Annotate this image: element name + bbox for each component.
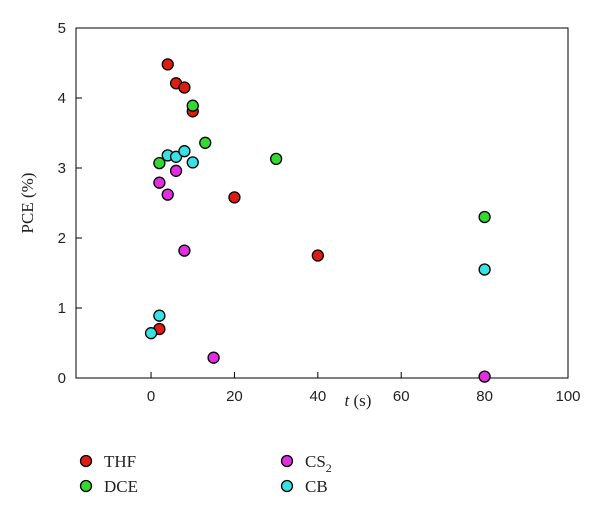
data-point-dce bbox=[269, 152, 283, 166]
data-point-dce bbox=[153, 156, 166, 170]
data-point-thf bbox=[161, 58, 174, 71]
y-axis-ticks: 0 1 2 3 4 5 bbox=[58, 20, 82, 387]
y-tick-label: 0 bbox=[58, 370, 66, 387]
x-tick-label: 20 bbox=[226, 388, 243, 405]
legend-marker-cs2 bbox=[280, 454, 294, 468]
data-point-cs2 bbox=[161, 188, 174, 201]
data-point-cs2 bbox=[178, 244, 191, 257]
data-point-cs2 bbox=[478, 370, 491, 383]
data-points bbox=[144, 58, 491, 383]
legend-marker-cb bbox=[280, 479, 294, 493]
legend: THF DCE CS2 CB bbox=[79, 452, 332, 496]
legend-marker-dce bbox=[79, 479, 93, 493]
data-point-thf bbox=[311, 249, 324, 262]
y-tick-label: 3 bbox=[58, 160, 66, 177]
data-point-cs2 bbox=[207, 351, 220, 364]
x-tick-label: 60 bbox=[393, 388, 410, 405]
y-tick-label: 2 bbox=[58, 230, 66, 247]
x-tick-label: 0 bbox=[147, 388, 155, 405]
y-axis-title: PCE (%) bbox=[18, 173, 37, 234]
legend-label-thf: THF bbox=[104, 452, 136, 471]
y-tick-label: 4 bbox=[58, 90, 66, 107]
legend-marker-thf bbox=[79, 454, 93, 468]
x-axis-title-var: t bbox=[345, 391, 351, 410]
data-point-cs2 bbox=[153, 176, 166, 189]
data-point-dce bbox=[199, 136, 212, 149]
x-axis-ticks: 0 20 40 60 80 100 bbox=[147, 372, 581, 405]
data-point-cb bbox=[186, 156, 199, 169]
data-point-dce bbox=[478, 210, 491, 224]
legend-label-dce: DCE bbox=[104, 477, 138, 496]
x-axis-title: t (s) bbox=[345, 391, 372, 410]
data-point-dce bbox=[186, 99, 199, 112]
x-axis-title-unit: (s) bbox=[349, 391, 371, 410]
x-tick-label: 80 bbox=[476, 388, 493, 405]
y-tick-label: 1 bbox=[58, 300, 66, 317]
legend-label-cs2: CS2 bbox=[305, 452, 332, 475]
data-point-cb bbox=[153, 309, 166, 322]
data-point-cb bbox=[178, 145, 191, 158]
data-point-cb bbox=[478, 263, 491, 276]
data-point-thf bbox=[178, 81, 191, 94]
x-tick-label: 100 bbox=[555, 388, 580, 405]
x-tick-label: 40 bbox=[309, 388, 326, 405]
data-point-thf bbox=[228, 191, 241, 204]
legend-label-cb: CB bbox=[305, 477, 328, 496]
data-point-cb bbox=[144, 327, 158, 340]
data-point-cs2 bbox=[169, 164, 183, 177]
plot-area-border bbox=[75, 27, 569, 379]
data-point-cb bbox=[169, 150, 183, 163]
y-tick-label: 5 bbox=[58, 20, 66, 37]
plot-frame bbox=[75, 27, 569, 379]
